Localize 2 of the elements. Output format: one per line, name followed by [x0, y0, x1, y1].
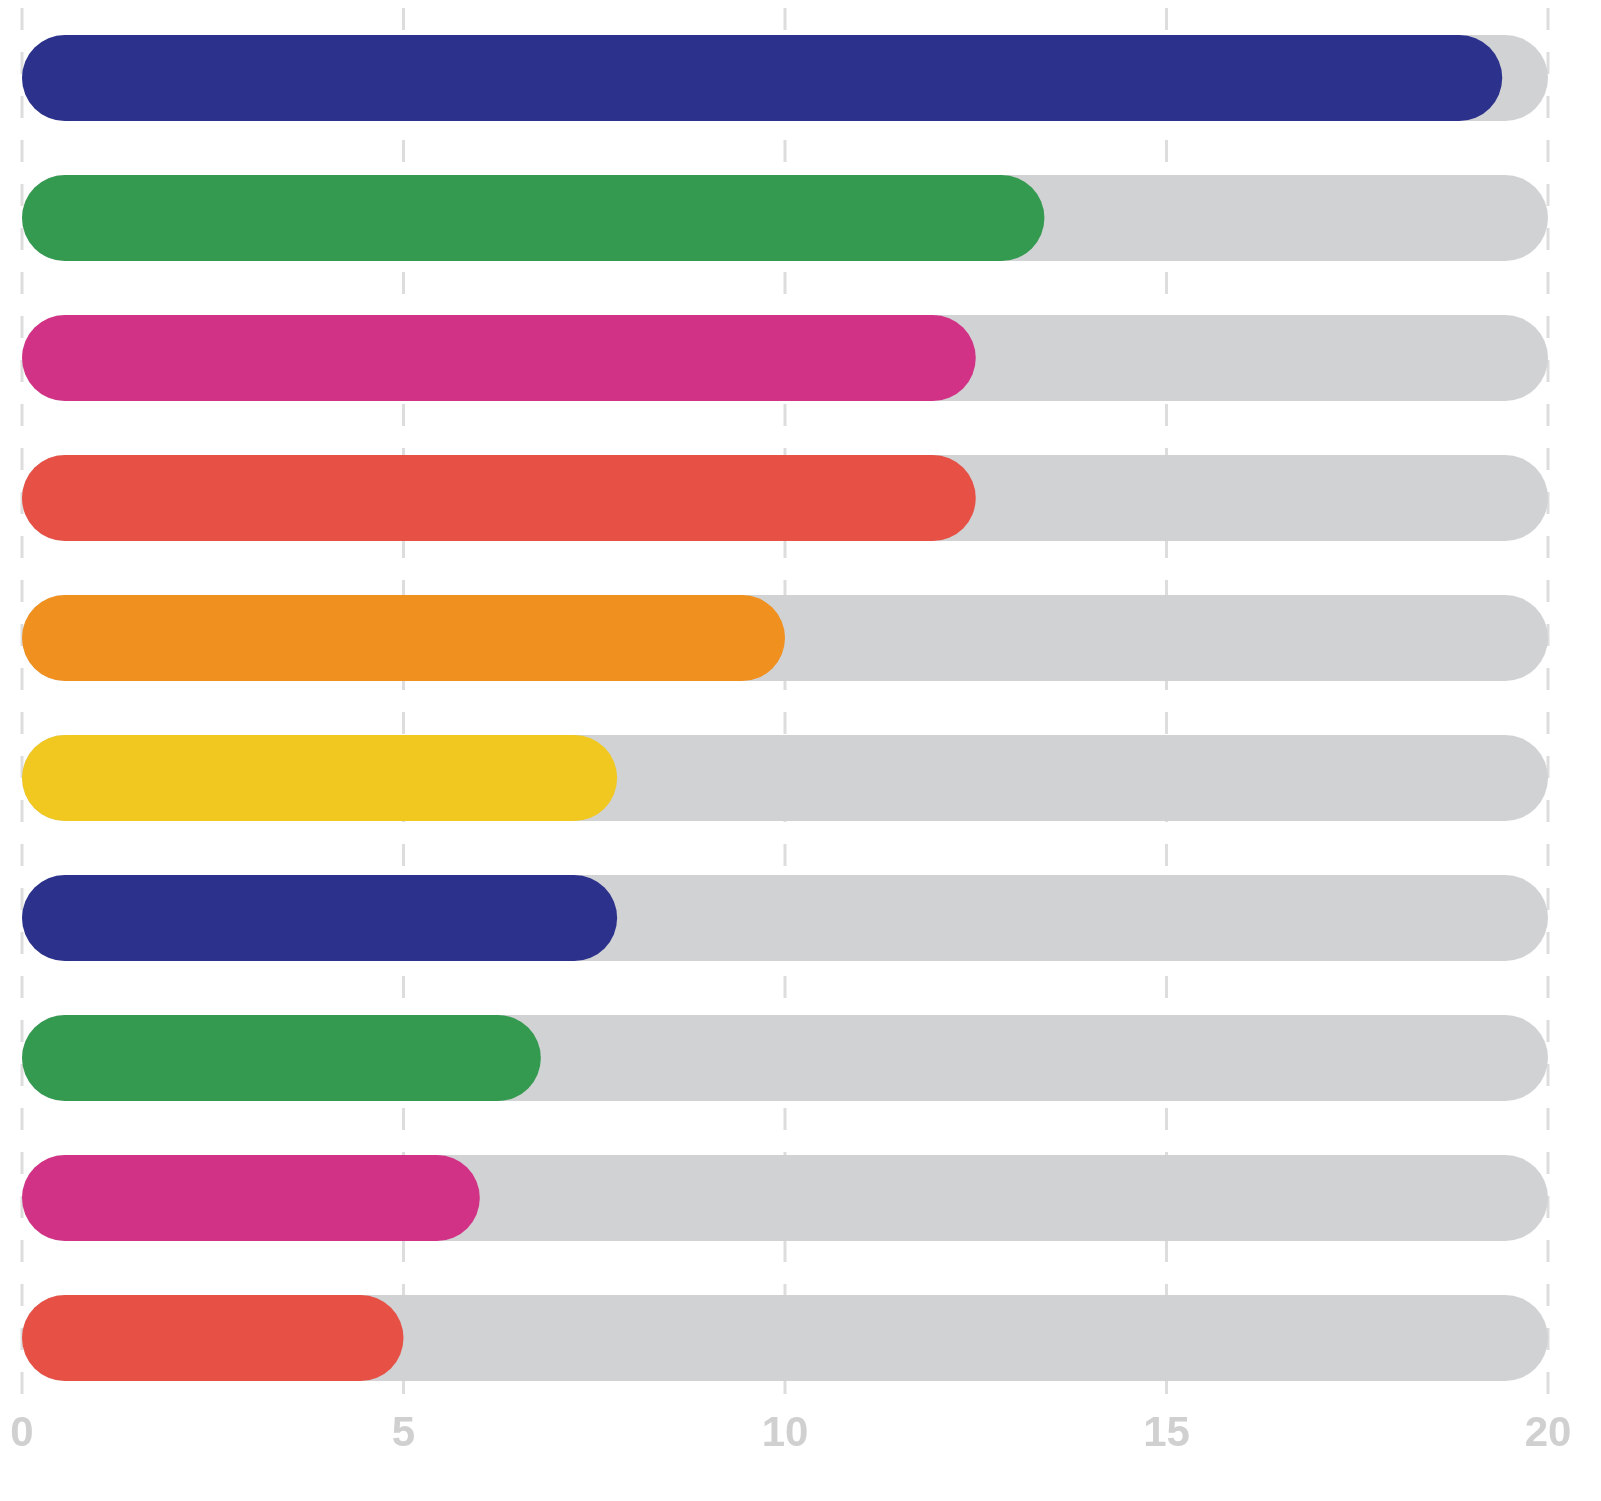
bar [22, 1295, 404, 1381]
bar [22, 1155, 480, 1241]
